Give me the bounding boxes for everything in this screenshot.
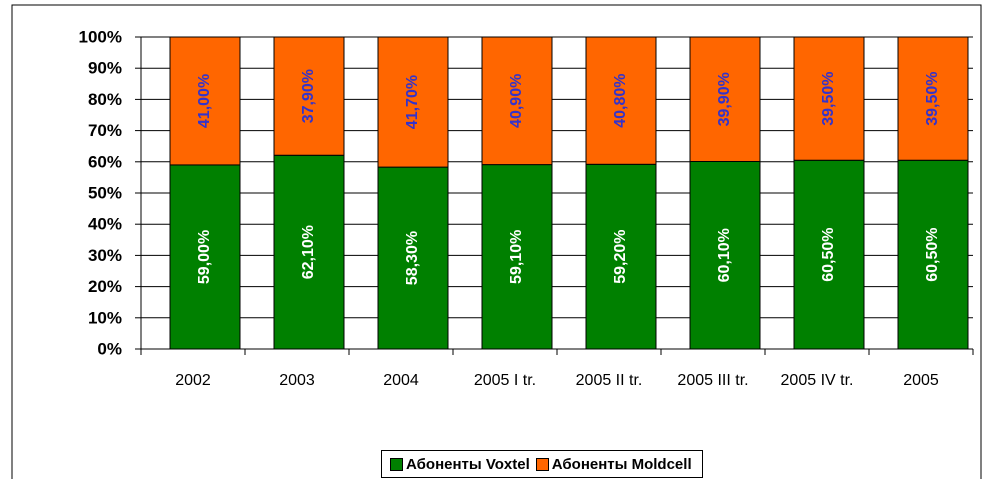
bar-segment	[793, 36, 865, 161]
y-tick-label: 60%	[88, 152, 122, 171]
value-label: 59,10%	[508, 230, 525, 284]
bar-segment	[481, 164, 553, 350]
y-tick-label: 90%	[88, 59, 122, 78]
bar-segment	[481, 36, 553, 166]
bar-segment	[273, 36, 345, 156]
x-tick-label: 2005 II tr.	[575, 372, 643, 389]
legend-item: Абоненты Moldcell	[534, 456, 692, 473]
legend-item: Абоненты Voxtel	[388, 456, 530, 473]
bar-segment	[689, 36, 761, 162]
chart-frame	[11, 4, 982, 479]
value-label: 60,10%	[716, 228, 733, 282]
value-label: 62,10%	[300, 225, 317, 279]
x-tick-label: 2005 I tr.	[473, 372, 537, 389]
x-tick-label: 2005 IV tr.	[780, 372, 854, 389]
bar-segment	[585, 36, 657, 165]
x-tick-label: 2005	[903, 372, 939, 389]
bar-segment	[793, 159, 865, 350]
legend-swatch	[390, 457, 403, 471]
x-tick-label: 2004	[383, 372, 419, 389]
value-label: 60,50%	[924, 227, 941, 281]
value-label: 40,80%	[612, 74, 629, 128]
legend-label: Абоненты Voxtel	[406, 455, 530, 473]
y-tick-label: 0%	[97, 339, 122, 358]
value-label: 41,00%	[196, 74, 213, 128]
y-tick-label: 100%	[79, 27, 122, 46]
legend: Абоненты Voxtel Абоненты Moldcell	[381, 450, 703, 478]
legend-swatch	[535, 457, 549, 471]
y-tick-label: 70%	[88, 121, 122, 140]
value-label: 59,20%	[612, 230, 629, 284]
value-label: 39,50%	[924, 71, 941, 125]
legend-label: Абоненты Moldcell	[551, 455, 692, 473]
bar-segment	[169, 36, 241, 166]
value-label: 58,30%	[404, 231, 421, 285]
y-tick-label: 80%	[88, 90, 122, 109]
value-label: 40,90%	[508, 74, 525, 128]
value-label: 39,90%	[716, 72, 733, 126]
y-tick-label: 10%	[88, 308, 122, 327]
y-tick-label: 30%	[88, 246, 122, 265]
bar-segment	[897, 36, 969, 161]
value-label: 37,90%	[300, 69, 317, 123]
bar-segment	[169, 164, 241, 350]
y-tick-label: 50%	[88, 183, 122, 202]
value-label: 41,70%	[404, 75, 421, 129]
bar-segment	[377, 36, 449, 168]
value-label: 59,00%	[196, 230, 213, 284]
y-tick-label: 20%	[88, 277, 122, 296]
bar-segment	[273, 154, 345, 350]
x-tick-label: 2002	[175, 372, 211, 389]
y-tick-label: 40%	[88, 215, 122, 234]
bar-segment	[377, 166, 449, 350]
bar-segment	[585, 163, 657, 350]
x-tick-label: 2005 III tr.	[677, 372, 749, 389]
value-label: 39,50%	[820, 71, 837, 125]
value-label: 60,50%	[820, 227, 837, 281]
x-tick-label: 2003	[279, 372, 315, 389]
